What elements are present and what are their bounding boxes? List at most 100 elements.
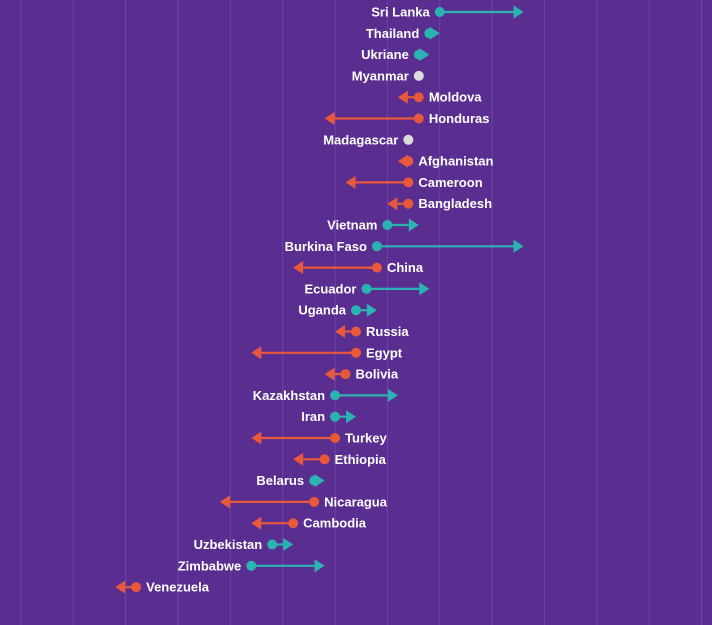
country-row: Ukriane <box>361 47 430 62</box>
country-row: Ethiopia <box>293 452 387 467</box>
arrow-head <box>335 325 346 338</box>
country-label: Myanmar <box>352 68 409 83</box>
country-label: Ukriane <box>361 47 409 62</box>
country-row: China <box>293 260 424 275</box>
country-row: Nicaragua <box>219 494 388 509</box>
arrow-head <box>251 516 262 530</box>
country-row: Myanmar <box>352 68 424 83</box>
plot-area: Sri Lanka Thailand Ukriane Myanmar Moldova Ho… <box>115 5 524 595</box>
start-dot <box>330 411 341 422</box>
start-dot <box>382 220 393 230</box>
start-dot <box>309 496 320 507</box>
start-dot <box>309 475 320 486</box>
arrow-head <box>115 580 126 594</box>
country-row: Bolivia <box>324 367 399 382</box>
start-dot <box>434 7 445 17</box>
country-label: Turkey <box>345 431 387 446</box>
arrow-head <box>513 5 524 19</box>
country-row: Ecuador <box>304 281 430 296</box>
start-dot <box>424 28 435 39</box>
country-label: Russia <box>366 324 409 339</box>
country-row: Turkey <box>251 431 387 446</box>
start-dot <box>413 113 424 124</box>
start-dot <box>413 70 424 81</box>
arrow-head <box>346 410 356 424</box>
country-label: Uzbekistan <box>194 537 263 552</box>
start-dot <box>319 454 330 465</box>
country-row: Burkina Faso <box>285 239 524 254</box>
country-label: Bolivia <box>356 367 399 382</box>
country-row: Bangladesh <box>387 196 492 211</box>
country-label: Afghanistan <box>418 154 493 169</box>
country-label: Burkina Faso <box>285 239 367 254</box>
start-dot <box>330 390 341 401</box>
country-row: Vietnam <box>327 218 419 233</box>
country-label: Nicaragua <box>324 494 388 509</box>
start-dot <box>413 92 424 103</box>
country-row: Madagascar <box>323 132 414 147</box>
country-label: Bangladesh <box>418 196 492 211</box>
country-label: Cameroon <box>418 175 482 190</box>
country-row: Afghanistan <box>397 154 494 169</box>
start-dot <box>371 241 382 252</box>
arrow-head <box>419 282 430 296</box>
start-dot <box>403 156 414 167</box>
arrow-head <box>408 218 419 232</box>
country-label: Madagascar <box>323 132 398 147</box>
arrow-head <box>345 175 356 189</box>
arrow-head <box>366 303 377 317</box>
arrow-head <box>251 431 262 445</box>
start-dot <box>351 326 361 337</box>
country-label: Thailand <box>366 26 420 41</box>
arrow-head <box>251 346 262 360</box>
start-dot <box>403 177 414 188</box>
country-label: Honduras <box>429 111 490 126</box>
arrow-head <box>324 112 335 125</box>
country-label: Belarus <box>256 473 304 488</box>
country-row: Honduras <box>324 111 490 126</box>
country-row: Egypt <box>251 345 403 360</box>
country-label: Sri Lanka <box>371 5 430 20</box>
arrow-head <box>387 388 398 402</box>
country-row: Sri Lanka <box>371 5 524 20</box>
country-label: Iran <box>301 409 325 424</box>
country-row: Cambodia <box>251 516 367 531</box>
start-dot <box>413 49 424 60</box>
country-label: Egypt <box>366 345 403 360</box>
arrow-head <box>387 197 398 211</box>
start-dot <box>371 262 382 273</box>
country-row: Iran <box>301 409 356 424</box>
start-dot <box>330 433 341 443</box>
country-label: Ethiopia <box>335 452 387 467</box>
start-dot <box>340 369 351 380</box>
arrow-head <box>397 90 408 104</box>
country-label: China <box>387 260 424 275</box>
start-dot <box>131 582 142 593</box>
country-row: Moldova <box>397 90 482 105</box>
arrow-head <box>324 367 335 381</box>
start-dot <box>361 283 372 294</box>
country-label: Zimbabwe <box>178 558 242 573</box>
country-row: Cameroon <box>345 175 483 190</box>
country-row: Uzbekistan <box>194 537 294 552</box>
start-dot <box>403 198 414 209</box>
country-row: Belarus <box>256 473 325 488</box>
country-label: Ecuador <box>304 281 356 296</box>
arrow-head <box>314 559 325 573</box>
start-dot <box>351 347 361 358</box>
start-dot <box>403 134 414 145</box>
gridlines <box>20 0 703 625</box>
country-row: Venezuela <box>115 580 210 595</box>
arrow-head <box>293 452 304 466</box>
country-row: Zimbabwe <box>178 558 325 573</box>
country-label: Cambodia <box>303 516 367 531</box>
arrow-head <box>219 495 230 509</box>
country-row: Kazakhstan <box>253 388 398 403</box>
country-label: Vietnam <box>327 218 377 233</box>
start-dot <box>246 560 257 571</box>
country-row: Russia <box>335 324 409 339</box>
country-row: Uganda <box>298 303 377 318</box>
country-label: Moldova <box>429 90 482 105</box>
start-dot <box>351 305 361 316</box>
